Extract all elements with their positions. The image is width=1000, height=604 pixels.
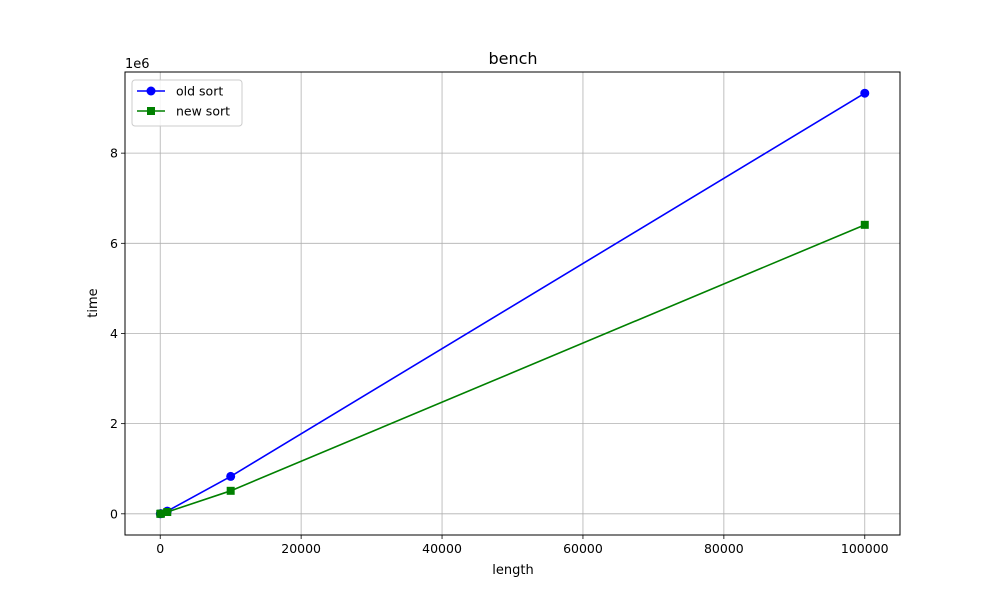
y-tick-label: 2 (110, 416, 118, 431)
series-lines (155, 88, 870, 519)
plot-frame (124, 71, 901, 536)
x-tick-label: 40000 (422, 541, 462, 556)
data-point-marker (163, 508, 172, 517)
legend: old sort new sort (131, 79, 243, 127)
data-point-marker (226, 486, 235, 495)
y-tick-label: 0 (110, 506, 118, 521)
legend-swatch-marker (147, 107, 155, 115)
y-axis-label: time (86, 288, 101, 317)
x-tick-label: 0 (156, 541, 164, 556)
y-axis-offset-label: 1e6 (125, 57, 150, 72)
chart-title: bench (488, 49, 537, 68)
data-point-marker (226, 471, 236, 481)
x-tick-label: 100000 (841, 541, 889, 556)
y-tick-label: 8 (110, 146, 118, 161)
data-point-marker (156, 509, 165, 518)
data-point-marker (860, 220, 869, 229)
y-tick-label: 6 (110, 236, 118, 251)
legend-swatch-marker (146, 86, 156, 96)
data-point-marker (860, 88, 870, 98)
x-tick-label: 60000 (563, 541, 603, 556)
axis-ticks: 0 20000 40000 60000 80000 100000 0 2 4 6 8 (110, 146, 889, 556)
x-tick-label: 20000 (281, 541, 321, 556)
grid-lines (125, 72, 900, 535)
legend-label: old sort (176, 84, 223, 99)
y-tick-label: 4 (110, 326, 118, 341)
legend-label: new sort (176, 104, 230, 119)
x-tick-label: 80000 (704, 541, 744, 556)
x-axis-label: length (492, 563, 533, 578)
